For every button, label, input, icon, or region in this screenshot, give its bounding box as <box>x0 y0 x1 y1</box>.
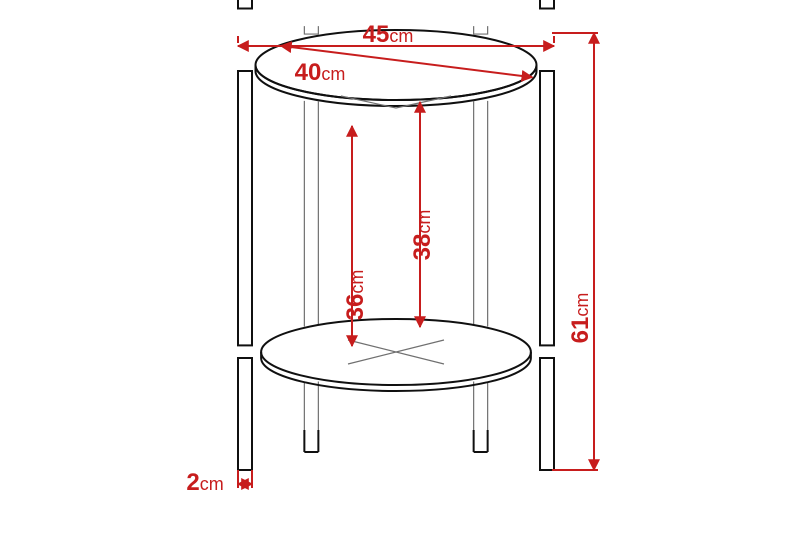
side-table <box>238 0 554 470</box>
dim-shelf-clearance: 38cm <box>409 210 436 261</box>
dim-height-total-unit: cm <box>572 293 592 317</box>
dim-width-outer-unit: cm <box>389 26 413 46</box>
svg-text:61cm: 61cm <box>567 293 594 344</box>
dim-leg-thickness: 2cm <box>186 469 223 496</box>
dim-height-total: 61cm <box>567 293 594 344</box>
dim-under-shelf-value: 36 <box>342 294 369 321</box>
dim-shelf-clearance-value: 38 <box>409 234 436 261</box>
dimension-drawing: 45cm40cm61cm38cm36cm2cm <box>0 0 800 533</box>
dim-width-inner-value: 40 <box>295 59 322 86</box>
dim-under-shelf-unit: cm <box>347 270 367 294</box>
dim-leg-thickness-value: 2 <box>186 469 199 496</box>
dim-width-inner: 40cm <box>295 59 346 86</box>
dim-height-total-value: 61 <box>567 317 594 344</box>
dim-width-outer-value: 45 <box>363 21 390 48</box>
svg-text:38cm: 38cm <box>409 210 436 261</box>
svg-text:45cm: 45cm <box>363 21 414 48</box>
dim-width-outer: 45cm <box>363 21 414 48</box>
svg-text:2cm: 2cm <box>186 469 223 496</box>
dim-width-inner-unit: cm <box>321 64 345 84</box>
dim-leg-thickness-unit: cm <box>200 474 224 494</box>
svg-text:36cm: 36cm <box>342 270 369 321</box>
dim-under-shelf: 36cm <box>342 270 369 321</box>
svg-text:40cm: 40cm <box>295 59 346 86</box>
dim-shelf-clearance-unit: cm <box>414 210 434 234</box>
